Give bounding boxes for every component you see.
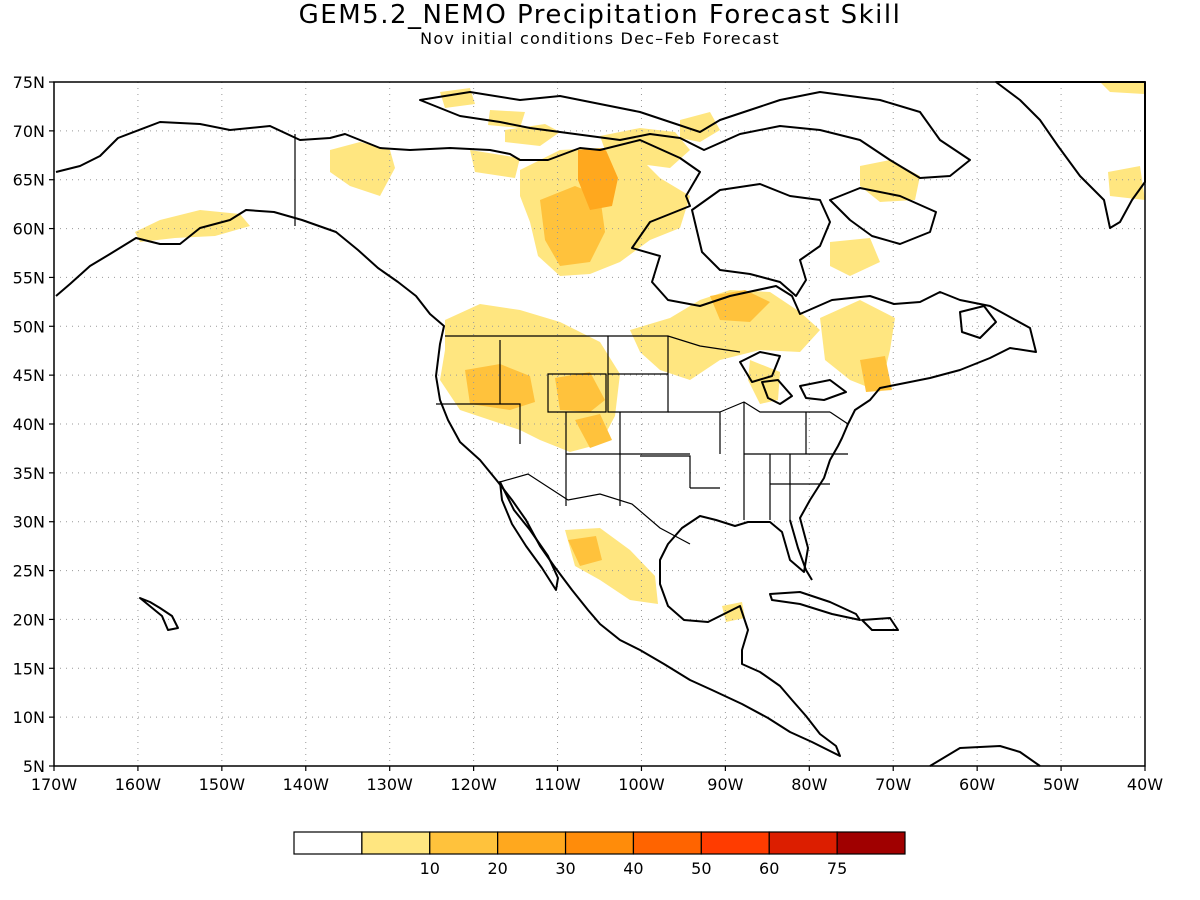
lat-tick-label: 15N [13,659,45,678]
coastline-segment-5 [829,187,937,245]
skill-region-13 [1100,82,1145,94]
map-axes: 170W 160W 150W 140W 130W 120W 110W 100W 90W 80W 70… [13,73,1164,794]
coastline-segment-13 [761,379,793,405]
colorbar-label: 10 [420,859,440,878]
coastline-segment-9 [861,617,899,631]
boundary-segment-1 [445,335,741,353]
skill-region-17 [555,372,605,412]
lat-tick-label: 30N [13,513,45,532]
coastline-segment-4 [419,91,971,179]
colorbar-label: 50 [691,859,711,878]
coastlines [55,81,1146,767]
boundary-segment-22 [829,411,849,425]
lon-tick-label: 160W [115,775,162,794]
skill-region-25 [568,536,602,566]
skill-region-8 [578,148,618,210]
colorbar-swatch [768,831,838,855]
lon-tick-label: 100W [618,775,665,794]
lat-tick-label: 50N [13,317,45,336]
lon-tick-label: 90W [707,775,743,794]
lat-tick-label: 20N [13,610,45,629]
map-title: GEM5.2_NEMO Precipitation Forecast Skill [298,0,902,30]
skill-region-4 [470,150,520,178]
boundary-segment-13 [640,455,691,488]
political-boundaries [294,134,849,545]
boundary-segment-2 [499,473,691,545]
coastline-segment-8 [769,591,861,621]
lat-tick-label: 60N [13,220,45,239]
skill-region-12 [1108,166,1145,200]
lon-tick-label: 60W [959,775,995,794]
lat-tick-label: 25N [13,562,45,581]
lon-tick-label: 50W [1043,775,1079,794]
coastline-segment-10 [139,597,179,631]
coastline-segment-6 [959,305,997,339]
skill-region-3 [330,142,395,196]
colorbar-swatch [700,831,770,855]
colorbar-swatch [361,831,431,855]
skill-region-1 [488,110,525,128]
skill-shading-layer [135,82,1145,622]
colorbar-label: 60 [759,859,779,878]
lon-tick-label: 150W [199,775,246,794]
colorbar-swatch [429,831,499,855]
lon-tick-label: 110W [534,775,581,794]
lat-tick-label: 55N [13,268,45,287]
colorbar-swatch [564,831,635,855]
coastline-segment-12 [739,351,781,383]
boundary-segment-15 [719,401,830,413]
colorbar-swatch [497,831,567,855]
skill-colorbar: 10 20 30 40 50 60 75 [293,831,906,878]
skill-region-10 [680,112,720,142]
colorbar-label: 40 [623,859,643,878]
coastline-segment-7 [789,519,813,581]
coastline-segment-11 [929,745,1041,767]
lon-tick-label: 120W [450,775,497,794]
boundary-segment-10 [668,411,721,454]
colorbar-swatch [836,831,906,855]
colorbar-swatch [293,831,363,855]
lon-tick-label: 140W [283,775,330,794]
skill-region-0 [440,88,475,108]
colorbar-swatch [632,831,702,855]
lon-tick-label: 80W [791,775,827,794]
lat-tick-label: 5N [23,757,45,776]
lat-tick-label: 65N [13,171,45,190]
lat-tick-label: 35N [13,464,45,483]
skill-region-22 [860,356,892,392]
colorbar-label: 30 [555,859,575,878]
lat-tick-label: 40N [13,415,45,434]
lon-tick-label: 40W [1127,775,1163,794]
boundary-segment-3 [436,403,521,444]
skill-region-5 [135,210,250,242]
lat-tick-label: 10N [13,708,45,727]
lat-tick-label: 75N [13,73,45,92]
skill-region-14 [830,238,880,276]
boundary-segment-5 [547,373,607,413]
lon-tick-label: 130W [367,775,414,794]
lon-tick-label: 70W [875,775,911,794]
coastline-segment-0 [55,121,1037,757]
lon-tick-label: 170W [31,775,78,794]
lat-tick-label: 45N [13,366,45,385]
colorbar-label: 75 [827,859,847,878]
skill-region-9 [600,128,690,168]
coastline-segment-2 [691,183,831,297]
skill-region-11 [860,160,920,202]
lat-tick-label: 70N [13,122,45,141]
coastline-segment-1 [499,481,559,591]
coastline-segment-14 [799,379,847,401]
skill-region-18 [575,414,612,448]
coastline-segment-3 [995,81,1146,229]
colorbar-label: 20 [487,859,507,878]
map-subtitle: Nov initial conditions Dec–Feb Forecast [420,29,780,48]
